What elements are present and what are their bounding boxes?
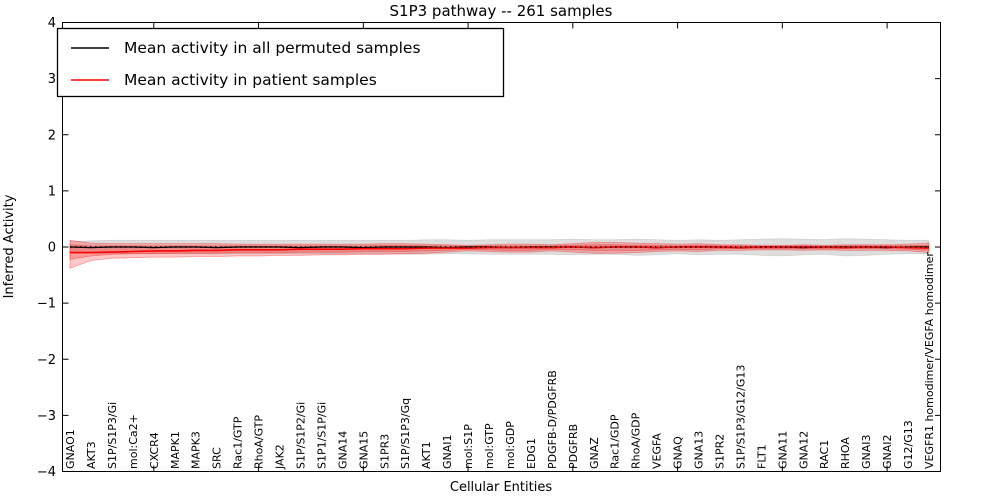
x-category-label: RhoA/GTP <box>253 415 266 469</box>
x-category-label: RAC1 <box>818 440 831 469</box>
y-axis-label: Inferred Activity <box>2 194 17 298</box>
x-category-label: GNA11 <box>776 431 789 469</box>
legend-label-permuted: Mean activity in all permuted samples <box>124 39 421 57</box>
y-tick-label: −3 <box>37 409 56 424</box>
x-category-labels: GNAO1 AKT3 S1P/S1P3/Gi mol:Ca2+ CXCR4 MAPK1 MA… <box>64 252 936 470</box>
x-category-label: Rac1/GDP <box>609 414 622 469</box>
x-category-label: S1P/S1P3/Gq <box>399 398 412 469</box>
x-category-label: S1PR3 <box>378 434 391 469</box>
x-category-label: S1PR2 <box>714 434 727 469</box>
y-tick-label: 1 <box>48 184 56 199</box>
x-category-label: S1P/S1P3/Gi <box>106 402 119 469</box>
x-category-label: S1P1/S1P/Gi <box>315 402 328 469</box>
x-category-label: GNA15 <box>357 431 370 469</box>
patient-samples-std-band-inner <box>69 244 930 260</box>
x-category-label: JAK2 <box>274 444 287 470</box>
x-category-label: S1P/S1P3/G12/G13 <box>734 365 747 469</box>
y-tick-label: −2 <box>37 353 56 368</box>
x-category-label: G12/G13 <box>902 420 915 469</box>
x-category-label: MAPK3 <box>190 431 203 469</box>
x-category-label: VEGFR1 homodimer/VEGFA homodimer <box>923 252 936 469</box>
x-category-label: SRC <box>211 447 224 469</box>
y-tick-label: −4 <box>37 465 56 480</box>
x-category-label: mol:Ca2+ <box>127 414 140 469</box>
x-category-label: GNAO1 <box>64 429 77 469</box>
x-category-label: GNAZ <box>588 437 601 469</box>
confidence-bands <box>69 238 930 269</box>
legend: Mean activity in all permuted samples Me… <box>56 27 505 98</box>
x-category-label: GNAI3 <box>860 434 873 469</box>
x-category-label: MAPK1 <box>169 431 182 469</box>
y-tick-label: 3 <box>48 72 56 87</box>
y-tick-label: 2 <box>48 128 56 143</box>
x-category-label: Rac1/GTP <box>232 416 245 469</box>
x-category-label: S1P/S1P2/Gi <box>295 402 308 469</box>
x-category-label: AKT1 <box>420 441 433 469</box>
x-axis-label: Cellular Entities <box>450 480 552 495</box>
x-category-label: EDG1 <box>525 438 538 469</box>
x-category-label: GNA13 <box>693 431 706 469</box>
x-category-label: AKT3 <box>85 441 98 469</box>
x-category-label: GNA12 <box>797 431 810 469</box>
x-category-label: mol:GTP <box>483 423 496 469</box>
y-tick-labels: 4 3 2 1 0 −1 −2 −3 −4 <box>37 16 56 480</box>
legend-box <box>56 27 505 98</box>
x-category-label: GNAQ <box>672 436 685 469</box>
x-category-label: VEGFA <box>651 433 664 469</box>
x-category-label: mol:S1P <box>462 424 475 469</box>
y-tick-label: 4 <box>48 16 56 31</box>
x-category-label: FLT1 <box>755 444 768 469</box>
y-tick-label: 0 <box>48 241 56 256</box>
series-lines <box>69 246 930 254</box>
x-category-label: CXCR4 <box>148 432 161 469</box>
x-category-label: PDGFB-D/PDGFRB <box>546 370 559 469</box>
chart-title: S1P3 pathway -- 261 samples <box>390 2 613 20</box>
x-category-label: RHOA <box>839 437 852 469</box>
y-tick-label: −1 <box>37 297 56 312</box>
legend-label-patient: Mean activity in patient samples <box>124 71 377 89</box>
x-category-label: GNAI1 <box>441 434 454 469</box>
x-category-label: GNA14 <box>336 431 349 469</box>
x-category-label: mol:GDP <box>504 421 517 469</box>
x-category-label: PDGFRB <box>567 424 580 469</box>
x-category-label: GNAI2 <box>881 434 894 469</box>
x-category-label: RhoA/GDP <box>630 412 643 469</box>
